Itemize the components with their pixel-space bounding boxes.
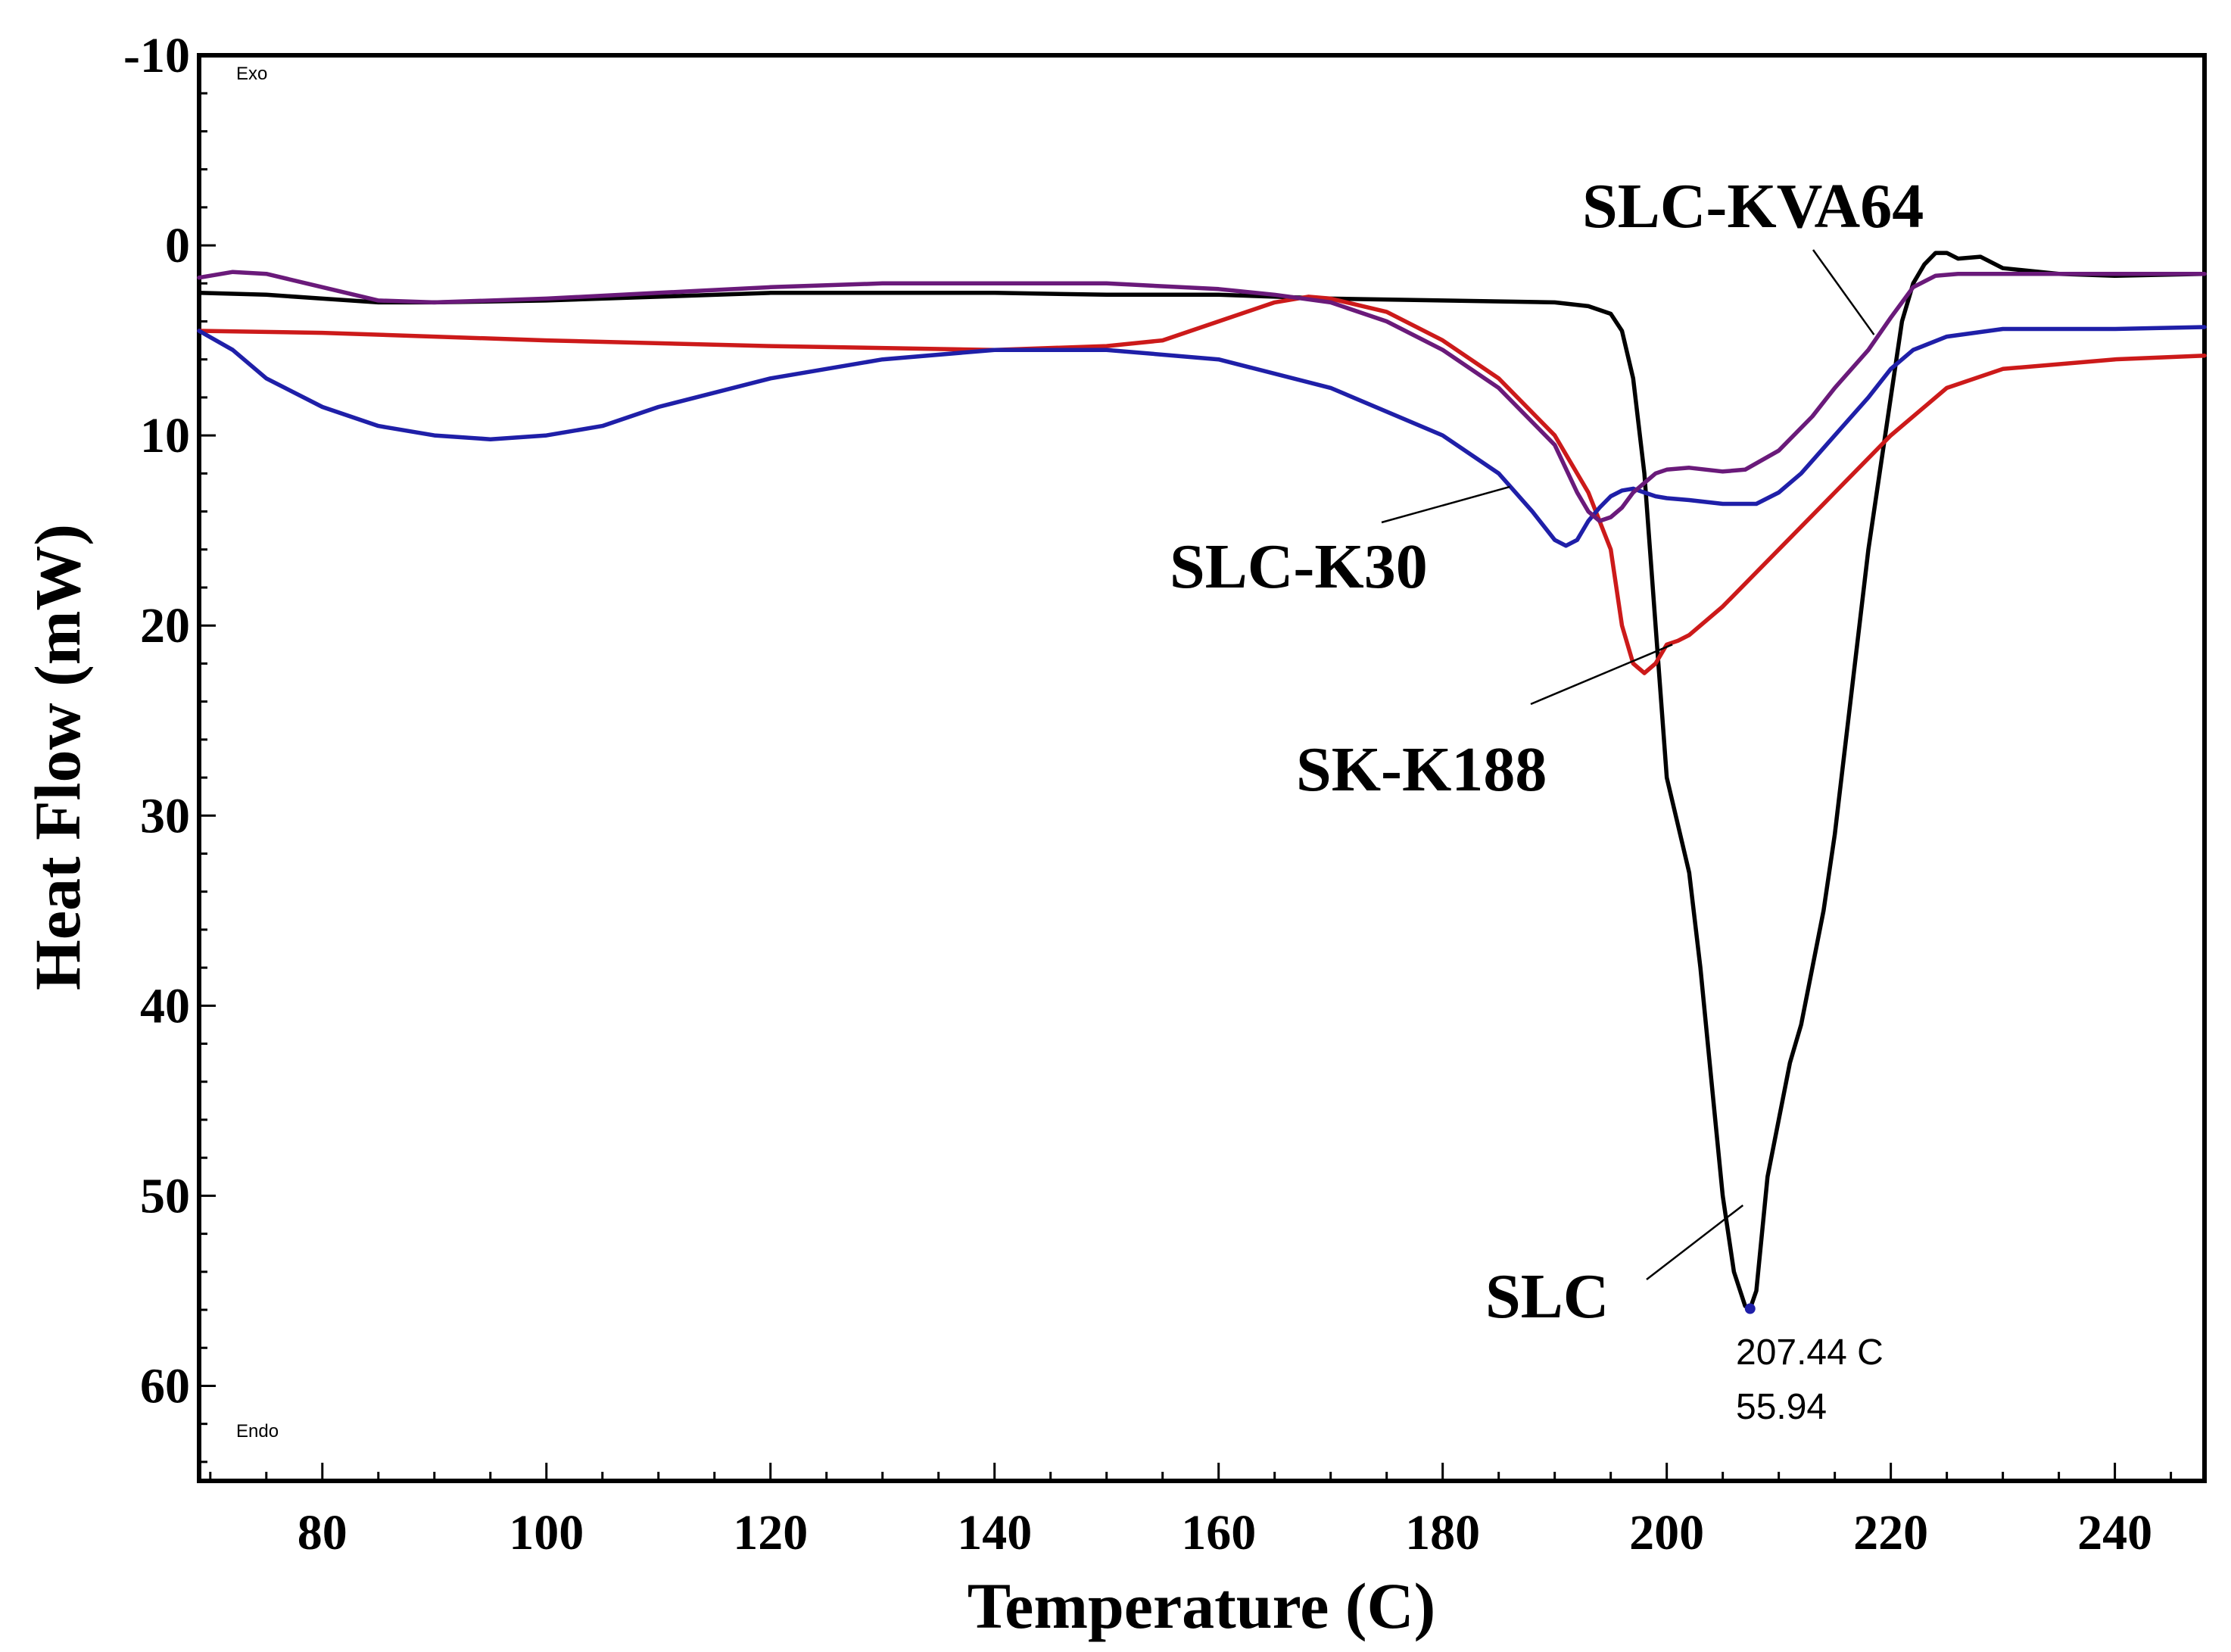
- x-tick-label: 220: [1853, 1505, 1928, 1560]
- series-label-slc-kva64: SLC-KVA64: [1582, 171, 1924, 242]
- x-axis-title: Temperature (C): [967, 1569, 1436, 1642]
- x-tick-label: 140: [957, 1505, 1032, 1560]
- series-line-slc-kva64: [197, 270, 2207, 523]
- peak-annotation-temperature: 207.44 C: [1736, 1333, 1884, 1373]
- series-line-slc-k30: [197, 325, 2207, 548]
- leader-slc-kva64: [1812, 249, 1875, 335]
- x-tick-label: 160: [1181, 1505, 1256, 1560]
- y-tick-label: 60: [140, 1358, 190, 1414]
- y-tick-label: 40: [140, 978, 190, 1033]
- series-label-slc-k30: SLC-K30: [1170, 531, 1428, 602]
- y-axis-title: Heat Flow (mW): [21, 524, 94, 990]
- endo-note: Endo: [236, 1421, 279, 1442]
- x-tick-label: 100: [509, 1505, 584, 1560]
- exo-note: Exo: [236, 64, 267, 84]
- leader-slc-k30: [1381, 485, 1510, 524]
- series-curves: [197, 251, 2207, 1311]
- x-tick-label: 240: [2077, 1505, 2152, 1560]
- x-tick-labels: 80 100 120 140 160 180 200 220 240: [298, 1505, 2152, 1560]
- x-tick-label: 80: [298, 1505, 347, 1560]
- y-tick-label: -10: [123, 28, 190, 83]
- x-tick-label: 180: [1405, 1505, 1480, 1560]
- x-tick-label: 120: [733, 1505, 808, 1560]
- y-tick-label: 10: [140, 408, 190, 463]
- y-tick-label: 30: [140, 788, 190, 843]
- leader-slc: [1646, 1204, 1744, 1280]
- x-tick-label: 200: [1629, 1505, 1704, 1560]
- series-label-sk-k188: SK-K188: [1296, 734, 1547, 805]
- y-tick-labels: -10 0 10 20 30 40 50 60: [123, 28, 190, 1414]
- label-leader-lines: [1381, 249, 1875, 1280]
- y-tick-label: 20: [140, 598, 190, 653]
- axis-ticks: [199, 54, 2173, 1481]
- series-label-slc: SLC: [1485, 1261, 1609, 1332]
- plot-frame: [197, 53, 2207, 1483]
- leader-sk-k188: [1530, 644, 1673, 706]
- y-tick-label: 0: [165, 218, 190, 273]
- y-tick-label: 50: [140, 1168, 190, 1223]
- peak-annotation-heat-flow: 55.94: [1736, 1387, 1827, 1427]
- peak-marker: [1744, 1303, 1756, 1314]
- series-line-slc: [197, 251, 2207, 1311]
